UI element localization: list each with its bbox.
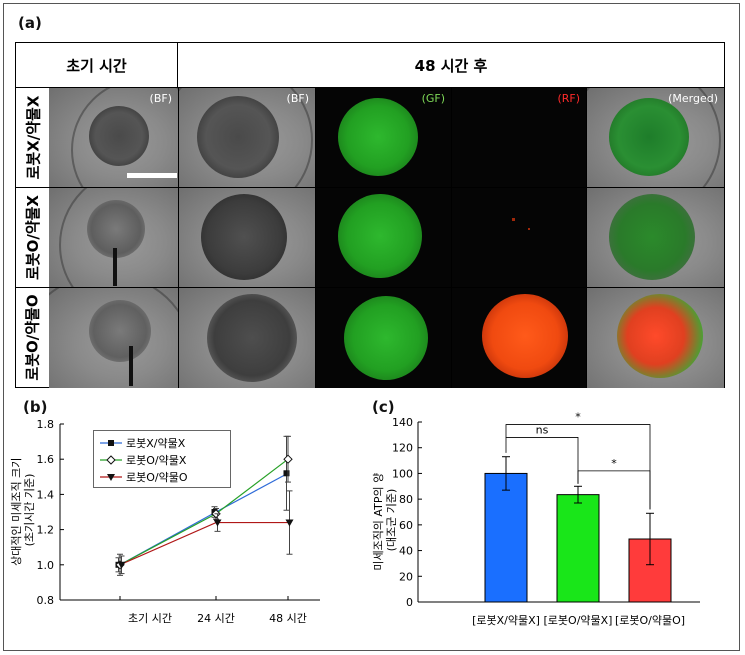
row-label-1: 로봇X/약물X bbox=[16, 87, 49, 187]
x-tick-label-c: [로봇X/약물X] bbox=[472, 613, 540, 627]
y-tick-label-c: 120 bbox=[392, 442, 413, 455]
y-tick-label-b: 1.0 bbox=[37, 559, 55, 572]
legend-item-2: 로봇O/약물X bbox=[100, 452, 186, 468]
y-tick-label-b: 1.6 bbox=[37, 453, 55, 466]
image-r3-48h-gf bbox=[316, 288, 451, 388]
image-r3-48h-rf bbox=[452, 288, 586, 388]
y-tick-label-b: 1.4 bbox=[37, 488, 55, 501]
microscopy-grid: 초기 시간 48 시간 후 로봇X/약물X 로봇O/약물X 로봇O/약물O (B… bbox=[15, 42, 725, 388]
x-tick-label-b: 48 시간 bbox=[269, 612, 307, 625]
header-initial-time: 초기 시간 bbox=[16, 43, 178, 87]
image-r3-initial-bf bbox=[49, 288, 178, 388]
header-48-hours: 48 시간 후 bbox=[178, 43, 724, 87]
line-chart: 상대적인 미세조직 크기 (초기시간 기준) 0.8 1.0 1.2 1.4 1.6 1.… bbox=[10, 418, 320, 625]
legend-item-1: 로봇X/약물X bbox=[100, 435, 185, 451]
significance-bracket bbox=[577, 470, 651, 510]
image-r1-48h-rf: (RF) bbox=[452, 88, 586, 187]
image-r1-48h-gf: (GF) bbox=[316, 88, 451, 187]
image-r2-48h-merged bbox=[587, 188, 724, 287]
series-line-3 bbox=[119, 521, 288, 566]
line-chart-legend: 로봇X/약물X 로봇O/약물X 로봇O/약물O bbox=[93, 430, 231, 488]
bar-chart: 미세조직의 ATP의 양 (대조군 기준) 0 20 40 60 80 100 120 140… bbox=[372, 411, 700, 627]
significance-label: * bbox=[575, 411, 581, 424]
panel-a-label: (a) bbox=[18, 14, 42, 32]
x-tick-label-b: 초기 시간 bbox=[128, 612, 172, 625]
y-tick-label-c: 40 bbox=[399, 545, 413, 558]
y-tick-label-c: 80 bbox=[399, 493, 413, 506]
y-axis-label-b: 상대적인 미세조직 크기 (초기시간 기준) bbox=[10, 454, 36, 566]
y-tick-label-c: 0 bbox=[406, 596, 413, 609]
scale-bar bbox=[127, 173, 177, 178]
significance-bracket bbox=[505, 424, 651, 510]
data-point-b bbox=[213, 519, 222, 527]
y-tick-label-b: 0.8 bbox=[37, 594, 55, 607]
y-tick-label-c: 20 bbox=[399, 570, 413, 583]
bar-2 bbox=[556, 494, 600, 603]
x-tick-label-b: 24 시간 bbox=[197, 612, 235, 625]
data-point-b bbox=[117, 561, 126, 569]
figure-frame bbox=[3, 3, 740, 651]
image-r2-48h-gf bbox=[316, 188, 451, 287]
x-tick-label-c: [로봇O/약물X] bbox=[544, 613, 613, 627]
y-tick-label-c: 60 bbox=[399, 519, 413, 532]
panel-c-label: (c) bbox=[372, 398, 395, 416]
panel-b-label: (b) bbox=[23, 398, 48, 416]
row-label-2: 로봇O/약물X bbox=[16, 187, 49, 287]
image-r1-initial-bf: (BF) bbox=[49, 88, 178, 187]
y-tick-label-c: 100 bbox=[392, 467, 413, 480]
data-point-b bbox=[283, 470, 290, 477]
bar-1 bbox=[484, 472, 528, 603]
significance-bracket bbox=[505, 437, 579, 484]
y-axis-label-c: 미세조직의 ATP의 양 (대조군 기준) bbox=[372, 469, 398, 570]
significance-label: ns bbox=[536, 423, 549, 436]
x-tick-label-c: [로봇O/약물O] bbox=[615, 613, 685, 627]
image-r2-initial-bf bbox=[49, 188, 178, 287]
significance-label: * bbox=[611, 457, 617, 470]
image-r1-48h-merged: (Merged) bbox=[587, 88, 724, 187]
y-tick-label-b: 1.8 bbox=[37, 418, 55, 431]
y-tick-label-b: 1.2 bbox=[37, 524, 55, 537]
image-r2-48h-bf bbox=[179, 188, 315, 287]
data-point-b bbox=[283, 454, 293, 464]
y-tick-label-c: 140 bbox=[392, 416, 413, 429]
image-r3-48h-merged bbox=[587, 288, 724, 388]
image-r1-48h-bf: (BF) bbox=[179, 88, 315, 187]
row-label-3: 로봇O/약물O bbox=[16, 287, 49, 387]
legend-item-3: 로봇O/약물O bbox=[100, 469, 188, 485]
data-point-b bbox=[285, 519, 294, 527]
image-r2-48h-rf bbox=[452, 188, 586, 287]
image-r3-48h-bf bbox=[179, 288, 315, 388]
